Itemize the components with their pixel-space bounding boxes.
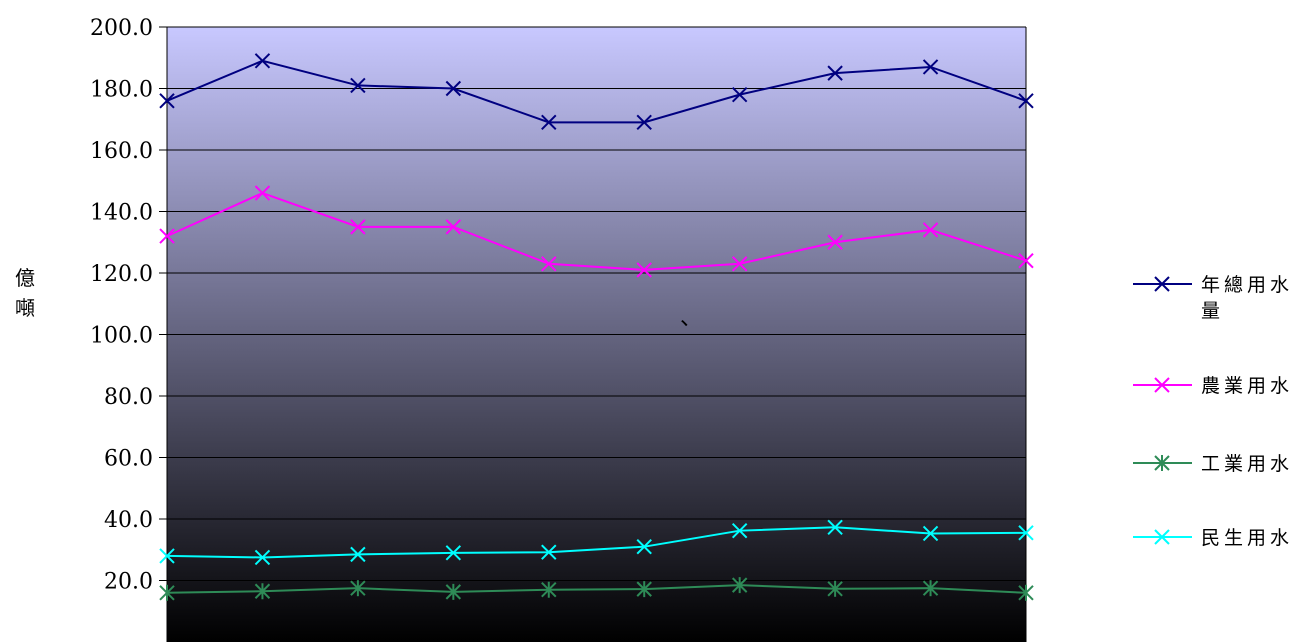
legend-label: 農業用水 (1201, 375, 1293, 397)
legend-marker (1154, 276, 1170, 292)
data-point (922, 580, 939, 597)
legend-marker (1154, 529, 1170, 545)
series-1 (159, 53, 1034, 131)
y-tick-label: 200.0 (90, 16, 153, 41)
data-point (445, 219, 462, 235)
data-point (159, 228, 175, 244)
data-point (159, 584, 175, 601)
legend-marker (1154, 377, 1170, 393)
chart-annotation: 、 (680, 306, 702, 331)
data-point (350, 77, 366, 94)
y-tick-label: 100.0 (90, 324, 153, 349)
legend-label: 民生用水 (1201, 527, 1293, 549)
y-tick-label: 20.0 (104, 570, 153, 595)
legend-item: 工業用水 (1133, 453, 1293, 475)
data-point (636, 262, 652, 278)
data-point (350, 219, 366, 235)
series-line (166, 526, 1027, 559)
data-point (922, 525, 939, 542)
data-point (254, 185, 271, 201)
data-point (1018, 252, 1034, 269)
data-point (731, 256, 748, 272)
data-point (636, 581, 652, 598)
series-2 (159, 185, 1034, 278)
y-axis-title: 億噸 (15, 266, 35, 320)
data-point (541, 581, 557, 598)
data-point (731, 577, 748, 594)
data-point (922, 59, 939, 75)
data-point (159, 93, 175, 109)
data-point (1018, 584, 1034, 601)
y-tick-label: 120.0 (90, 262, 153, 287)
series-line (166, 584, 1027, 594)
data-point (445, 545, 462, 561)
data-point (827, 580, 843, 597)
data-point (731, 522, 748, 539)
y-tick-label: 60.0 (104, 447, 153, 472)
data-point (827, 519, 843, 536)
data-point (827, 234, 843, 250)
y-tick-label: 160.0 (90, 139, 153, 164)
legend-item: 年總用水量 (1133, 274, 1293, 322)
legend-item: 民生用水 (1133, 527, 1293, 549)
data-point (1018, 525, 1034, 541)
data-point (731, 86, 748, 103)
data-point (541, 114, 557, 131)
data-point (254, 583, 271, 600)
series-3 (159, 577, 1034, 601)
data-point (827, 65, 843, 81)
series-line (166, 59, 1027, 124)
data-point (254, 53, 271, 69)
data-point (159, 548, 175, 564)
series-group (159, 53, 1034, 601)
y-tick-label: 80.0 (104, 385, 153, 410)
data-point (350, 580, 366, 597)
data-point (636, 538, 652, 555)
data-point (445, 80, 462, 97)
series-4 (159, 519, 1034, 566)
data-point (254, 549, 271, 566)
data-point (445, 583, 462, 600)
y-tick-label: 40.0 (104, 508, 153, 533)
y-axis: 20.0 40.0 60.0 80.0 100.0 120.0 140.0 160.0 180.… (90, 16, 1027, 642)
y-tick-label: 140.0 (90, 201, 153, 226)
data-point (350, 546, 366, 563)
data-point (922, 222, 939, 238)
data-point (636, 114, 652, 131)
legend-label: 工業用水 (1201, 453, 1293, 475)
legend-label: 年總用水量 (1201, 274, 1293, 322)
y-tick-label: 180.0 (90, 78, 153, 103)
legend-marker (1154, 455, 1170, 471)
legend-item: 農業用水 (1133, 375, 1293, 397)
data-point (541, 256, 557, 272)
data-point (1018, 93, 1034, 109)
series-line (166, 191, 1027, 271)
data-point (541, 544, 557, 560)
